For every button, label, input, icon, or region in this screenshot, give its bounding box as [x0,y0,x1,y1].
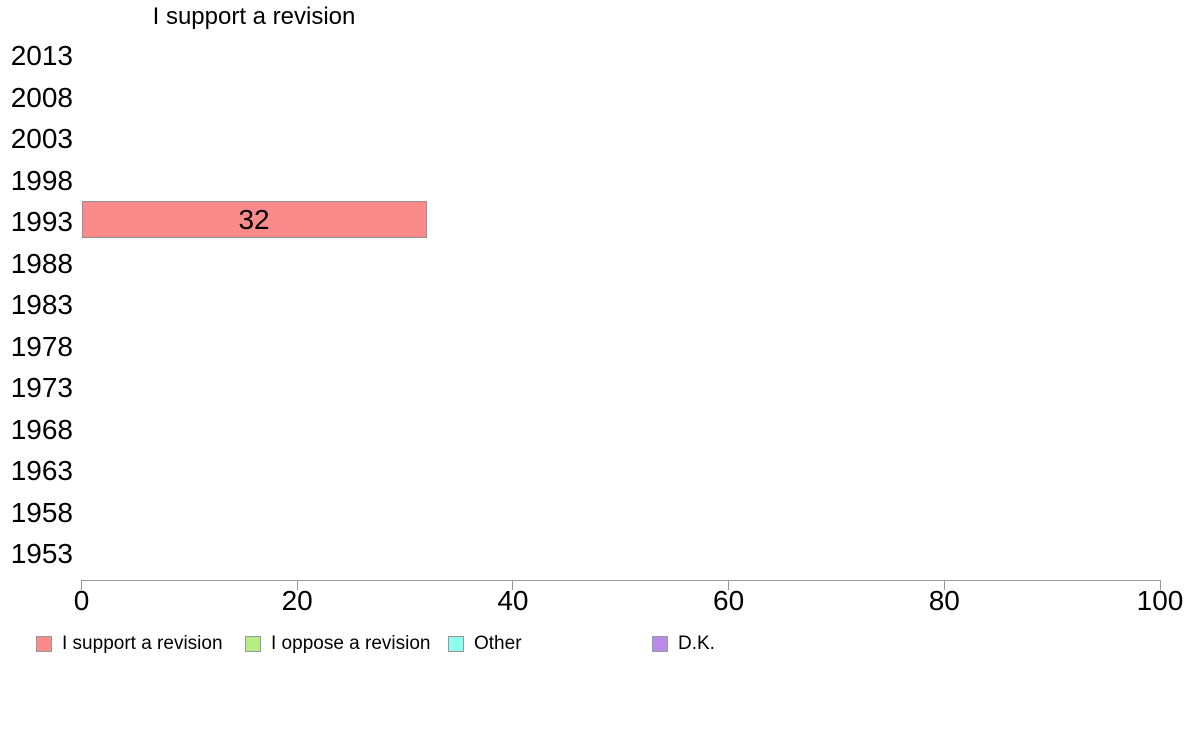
x-tick-label: 60 [713,585,745,616]
legend-swatch-icon [448,636,464,652]
y-axis-label: 2013 [10,40,73,72]
y-axis-label: 1953 [10,538,73,570]
x-tick-label: 0 [73,585,90,616]
y-axis-label: 1983 [10,289,73,321]
y-axis-label: 1973 [10,372,73,404]
legend-item[interactable]: I support a revision [36,633,223,654]
x-tick-mark [1159,580,1161,590]
legend-label: I oppose a revision [271,633,431,654]
bar: 32 [81,201,427,238]
legend-label: D.K. [678,633,715,654]
x-tick-mark [81,580,82,590]
x-tick-label: 20 [281,585,313,616]
legend-label: Other [474,633,522,654]
legend-item[interactable]: I oppose a revision [245,633,431,654]
legend-swatch-icon [36,636,52,652]
legend-item[interactable]: Other [448,633,522,654]
x-tick-mark [728,580,730,590]
x-tick-mark [296,580,298,590]
legend-item[interactable]: D.K. [652,633,715,654]
x-tick-label: 100 [1136,585,1184,616]
y-axis-label: 1998 [10,164,73,196]
y-axis-label: 2003 [10,123,73,155]
legend-swatch-icon [245,636,261,652]
bar-value-label: 32 [238,203,270,235]
y-axis-label: 1968 [10,413,73,445]
x-axis-line [81,580,1160,581]
y-axis-label: 1978 [10,330,73,362]
legend-swatch-icon [652,636,668,652]
x-tick-label: 80 [928,585,960,616]
y-axis-label: 1993 [10,206,73,238]
x-tick-mark [943,580,945,590]
y-axis-label: 1958 [10,496,73,528]
y-axis-label: 2008 [10,81,73,113]
x-tick-mark [512,580,514,590]
y-axis-label: 1988 [10,247,73,279]
legend-label: I support a revision [62,633,223,654]
x-tick-label: 40 [497,585,529,616]
y-axis-label: 1963 [10,455,73,487]
chart-title: I support a revision [152,3,356,30]
